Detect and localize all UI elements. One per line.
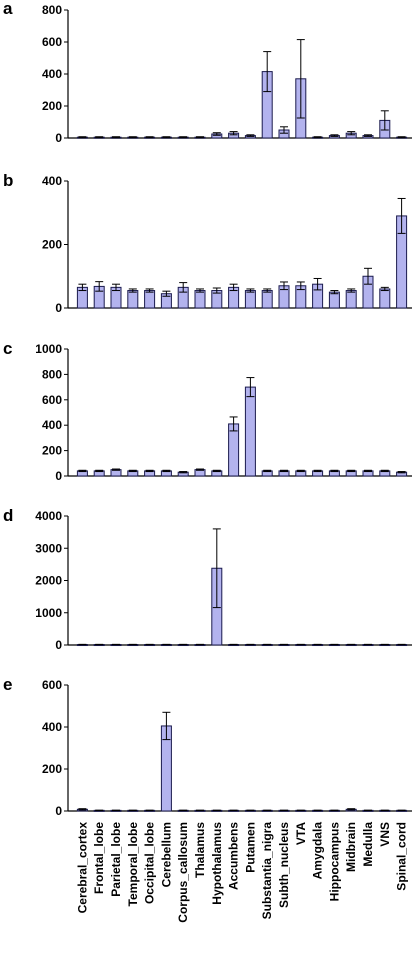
bar-Putamen [244, 386, 256, 477]
x-tick-label: Subth_nucleus [277, 822, 291, 908]
bar-Thalamus [194, 290, 206, 309]
x-tick-label: Hippocampus [327, 822, 341, 902]
panel-label-e: e [3, 675, 12, 694]
y-tick-label: 200 [42, 99, 62, 113]
x-tick-label: Medulla [361, 822, 375, 867]
x-tick-label: VTA [294, 822, 308, 845]
x-tick-label: Temporal_lobe [126, 822, 140, 907]
panel-label-a: a [3, 0, 13, 18]
bar-Temporal_lobe [127, 290, 139, 309]
y-tick-label: 0 [55, 804, 62, 818]
panel-e: e 0 200 400 600 [3, 675, 412, 818]
y-tick-label: 0 [55, 638, 62, 652]
bar-VNS [379, 288, 391, 309]
x-category-labels: Cerebral_cortex Frontal_lobe Parietal_lobe… [75, 822, 408, 923]
y-tick-label: 800 [42, 3, 62, 17]
x-tick-label: Corpus_callosum [176, 822, 190, 923]
bar-Putamen [244, 290, 256, 309]
x-tick-label: Substantia_nigra [260, 822, 274, 920]
y-tick-label: 600 [42, 35, 62, 49]
panel-label-c: c [3, 339, 12, 358]
x-tick-label: Putamen [243, 822, 257, 873]
y-tick-label: 0 [55, 131, 62, 145]
y-tick-label: 200 [42, 762, 62, 776]
x-tick-label: Midbrain [344, 822, 358, 872]
y-tick-label: 200 [42, 238, 62, 252]
x-tick-label: VNS [378, 822, 392, 847]
y-tick-label: 400 [42, 67, 62, 81]
x-tick-label: Spinal_cord [395, 822, 409, 891]
y-tick-label: 600 [42, 393, 62, 407]
y-tick-label: 1000 [35, 606, 62, 620]
y-tick-label: 4000 [35, 509, 62, 523]
bar-Occipital_lobe [144, 290, 156, 309]
x-tick-label: Frontal_lobe [92, 822, 106, 894]
y-tick-label: 0 [55, 469, 62, 483]
panel-c: c 0 200 400 600 800 1000 [3, 339, 412, 483]
x-tick-label: Thalamus [193, 822, 207, 878]
bar-Midbrain [345, 290, 357, 309]
y-tick-label: 2000 [35, 574, 62, 588]
y-tick-label: 200 [42, 444, 62, 458]
x-tick-label: Hypothalamus [210, 822, 224, 905]
bar-Hippocampus [328, 291, 340, 309]
y-tick-label: 800 [42, 367, 62, 381]
panel-label-b: b [3, 171, 13, 190]
bar-Accumbens [228, 423, 240, 477]
panel-b: b 0 200 400 [3, 171, 412, 315]
panel-a: a 0 200 400 600 800 [3, 0, 412, 145]
y-tick-label: 400 [42, 720, 62, 734]
bar-Substantia_nigra [261, 290, 273, 309]
y-tick-label: 600 [42, 678, 62, 692]
y-tick-label: 3000 [35, 541, 62, 555]
y-tick-label: 400 [42, 418, 62, 432]
x-tick-label: Amygdala [311, 822, 325, 880]
y-tick-label: 400 [42, 174, 62, 188]
x-tick-label: Cerebral_cortex [75, 822, 89, 914]
y-tick-label: 0 [55, 301, 62, 315]
panel-d: d 0 1000 2000 3000 4000 [3, 506, 412, 652]
y-tick-label: 1000 [35, 342, 62, 356]
x-tick-label: Occipital_lobe [143, 822, 157, 904]
panel-label-d: d [3, 506, 13, 525]
x-tick-label: Accumbens [227, 822, 241, 890]
x-tick-label: Parietal_lobe [109, 822, 123, 897]
x-tick-label: Cerebellum [159, 822, 173, 887]
